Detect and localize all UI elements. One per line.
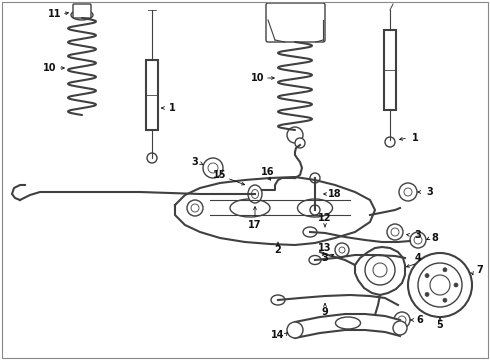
Text: 10: 10 — [43, 63, 57, 73]
Text: 2: 2 — [274, 245, 281, 255]
Text: 18: 18 — [328, 189, 342, 199]
Circle shape — [410, 232, 426, 248]
Text: 6: 6 — [416, 315, 423, 325]
Ellipse shape — [287, 322, 303, 338]
Ellipse shape — [230, 199, 270, 217]
Circle shape — [208, 163, 218, 173]
Text: 8: 8 — [432, 233, 439, 243]
Ellipse shape — [393, 321, 407, 335]
Circle shape — [287, 127, 303, 143]
Ellipse shape — [71, 10, 93, 20]
FancyBboxPatch shape — [266, 3, 325, 42]
Ellipse shape — [251, 189, 259, 198]
Circle shape — [443, 298, 447, 302]
Circle shape — [387, 224, 403, 240]
Text: 16: 16 — [261, 167, 275, 177]
Circle shape — [310, 173, 320, 183]
Ellipse shape — [271, 295, 285, 305]
Circle shape — [404, 188, 412, 196]
Polygon shape — [295, 314, 400, 338]
Circle shape — [425, 292, 429, 296]
Text: 1: 1 — [169, 103, 175, 113]
Ellipse shape — [303, 227, 317, 237]
Text: 1: 1 — [412, 133, 418, 143]
Circle shape — [147, 153, 157, 163]
Text: 11: 11 — [48, 9, 62, 19]
Text: 12: 12 — [318, 213, 332, 223]
Text: 13: 13 — [318, 243, 332, 253]
Ellipse shape — [297, 199, 333, 217]
Circle shape — [418, 263, 462, 307]
Circle shape — [339, 247, 345, 253]
Circle shape — [203, 158, 223, 178]
Circle shape — [414, 236, 422, 244]
Circle shape — [398, 316, 406, 324]
FancyBboxPatch shape — [146, 60, 158, 130]
Text: 4: 4 — [415, 253, 421, 263]
Text: 14: 14 — [271, 330, 285, 340]
Circle shape — [394, 312, 410, 328]
Circle shape — [295, 138, 305, 148]
Circle shape — [310, 205, 320, 215]
Circle shape — [425, 274, 429, 278]
Circle shape — [443, 268, 447, 272]
Text: 7: 7 — [477, 265, 483, 275]
Circle shape — [399, 183, 417, 201]
Circle shape — [187, 200, 203, 216]
Ellipse shape — [248, 185, 262, 203]
FancyBboxPatch shape — [384, 30, 396, 110]
Text: 10: 10 — [251, 73, 265, 83]
Circle shape — [430, 275, 450, 295]
Text: 17: 17 — [248, 220, 262, 230]
Circle shape — [391, 228, 399, 236]
Text: 3: 3 — [415, 230, 421, 240]
Text: 5: 5 — [437, 320, 443, 330]
Circle shape — [373, 263, 387, 277]
Text: 3: 3 — [192, 157, 198, 167]
Circle shape — [335, 243, 349, 257]
Ellipse shape — [336, 317, 361, 329]
Circle shape — [191, 204, 199, 212]
Ellipse shape — [309, 256, 321, 265]
Circle shape — [365, 255, 395, 285]
Text: 3: 3 — [321, 253, 328, 263]
Text: 15: 15 — [213, 170, 227, 180]
Circle shape — [385, 137, 395, 147]
Circle shape — [408, 253, 472, 317]
Text: 9: 9 — [321, 307, 328, 317]
FancyBboxPatch shape — [73, 4, 91, 18]
Circle shape — [454, 283, 458, 287]
Text: 3: 3 — [427, 187, 433, 197]
